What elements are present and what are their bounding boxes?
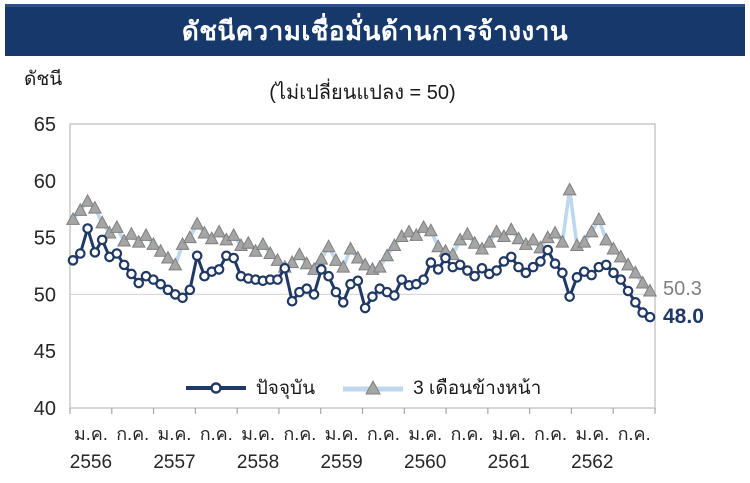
svg-text:ม.ค.: ม.ค. [408,424,442,444]
svg-text:2561: 2561 [488,452,530,473]
current-line-marker-icon [185,382,246,394]
svg-text:40: 40 [34,398,56,420]
svg-text:ม.ค.: ม.ค. [158,424,192,444]
svg-text:2557: 2557 [153,452,195,473]
svg-text:ก.ค.: ก.ค. [450,424,483,444]
svg-text:45: 45 [34,341,56,363]
legend-label-current: ปัจจุบัน [255,378,316,399]
svg-text:2556: 2556 [70,452,112,473]
chart-title: ดัชนีความเชื่อมั่นด้านการจ้างงาน [181,16,569,46]
svg-text:ก.ค.: ก.ค. [367,424,400,444]
svg-text:ม.ค.: ม.ค. [241,424,275,444]
svg-text:ม.ค.: ม.ค. [74,424,108,444]
current-series-end-value: 48.0 [663,305,704,329]
y-axis-unit-label: ดัชนี [24,69,63,90]
svg-text:55: 55 [34,228,56,250]
legend-label-ahead: 3 เดือนข้างหน้า [413,378,542,399]
svg-text:ก.ค.: ก.ค. [534,424,567,444]
chart-subtitle: (ไม่เปลี่ยนแปลง = 50) [269,82,456,104]
svg-text:65: 65 [34,114,56,136]
svg-text:2562: 2562 [571,452,613,473]
ahead-line-marker-icon [343,379,404,395]
svg-text:60: 60 [34,171,56,193]
svg-text:ก.ค.: ก.ค. [200,424,233,444]
svg-text:50: 50 [34,284,56,306]
svg-text:ม.ค.: ม.ค. [492,424,526,444]
svg-text:ม.ค.: ม.ค. [325,424,359,444]
svg-text:2558: 2558 [237,452,279,473]
legend-item-current: ปัจจุบัน [184,373,315,403]
svg-text:ก.ค.: ก.ค. [116,424,149,444]
svg-text:ก.ค.: ก.ค. [618,424,651,444]
svg-text:2560: 2560 [404,452,446,473]
legend-item-ahead: 3 เดือนข้างหน้า [341,373,541,403]
svg-text:2559: 2559 [320,452,362,473]
svg-text:ม.ค.: ม.ค. [575,424,609,444]
chart-legend: ปัจจุบัน 3 เดือนข้างหน้า [70,374,655,402]
chart-title-bar: ดัชนีความเชื่อมั่นด้านการจ้างงาน [5,4,745,56]
svg-text:ก.ค.: ก.ค. [283,424,316,444]
ahead-series-end-value: 50.3 [663,277,702,300]
